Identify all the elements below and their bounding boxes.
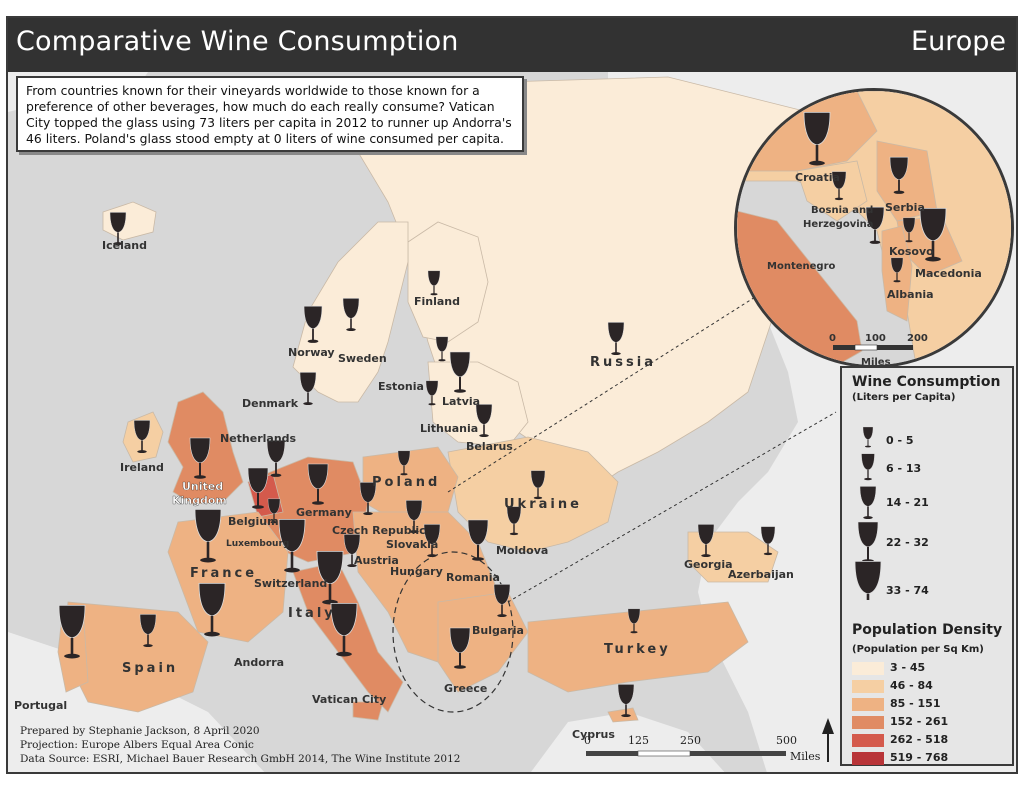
label-lithuania: Lithuania bbox=[420, 422, 478, 435]
label-bosnia-2: Herzegovina bbox=[803, 219, 874, 230]
label-portugal: Portugal bbox=[14, 699, 67, 712]
legend-wine-title: Wine Consumption bbox=[852, 374, 1001, 390]
inset-map: Croatia Bosnia and Herzegovina Serbia Ko… bbox=[737, 91, 1011, 368]
legend-glass-symbols bbox=[854, 426, 882, 600]
scale-unit: Miles bbox=[790, 750, 821, 763]
label-bosnia-1: Bosnia and bbox=[811, 205, 873, 216]
label-montenegro: Montenegro bbox=[767, 261, 835, 272]
label-germany: Germany bbox=[296, 506, 352, 519]
density-swatch bbox=[852, 716, 884, 729]
label-bulgaria: Bulgaria bbox=[472, 624, 524, 637]
legend-density-subtitle: (Population per Sq Km) bbox=[852, 644, 984, 655]
label-slovakia: Slovakia bbox=[386, 538, 438, 551]
scale-tick-0: 0 bbox=[584, 734, 591, 747]
label-norway: Norway bbox=[288, 346, 335, 359]
density-label: 3 - 45 bbox=[890, 661, 926, 674]
label-ireland: Ireland bbox=[120, 461, 164, 474]
map-frame: Comparative Wine Consumption Europe bbox=[6, 16, 1018, 774]
density-label: 46 - 84 bbox=[890, 679, 933, 692]
label-switzerland: Switzerland bbox=[254, 577, 327, 590]
density-swatch bbox=[852, 752, 884, 765]
intro-text: From countries known for their vineyards… bbox=[16, 76, 524, 152]
density-label: 262 - 518 bbox=[890, 733, 949, 746]
legend-wine-class-4: 22 - 32 bbox=[886, 536, 929, 549]
label-spain: Spain bbox=[122, 661, 178, 676]
label-azerbaijan: Azerbaijan bbox=[728, 568, 794, 581]
label-georgia: Georgia bbox=[684, 558, 733, 571]
legend-panel: Wine Consumption (Liters per Capita) 0 -… bbox=[840, 366, 1014, 766]
legend-wine-class-1: 0 - 5 bbox=[886, 434, 914, 447]
label-belgium: Belgium bbox=[228, 515, 279, 528]
label-moldova: Moldova bbox=[496, 544, 548, 557]
credit-projection: Projection: Europe Albers Equal Area Con… bbox=[20, 739, 254, 751]
label-finland: Finland bbox=[414, 295, 460, 308]
label-kingdom: Kingdom bbox=[172, 494, 227, 507]
label-belarus: Belarus bbox=[466, 440, 513, 453]
label-austria: Austria bbox=[354, 554, 399, 567]
legend-wine-class-2: 6 - 13 bbox=[886, 462, 922, 475]
inset-scale-unit: Miles bbox=[861, 357, 891, 368]
label-czech: Czech Republic bbox=[332, 524, 426, 537]
wine-glass-icon bbox=[857, 521, 879, 564]
label-hungary: Hungary bbox=[390, 565, 443, 578]
density-swatch bbox=[852, 734, 884, 747]
balkans-inset: Croatia Bosnia and Herzegovina Serbia Ko… bbox=[734, 88, 1014, 368]
label-andorra: Andorra bbox=[234, 656, 284, 669]
label-denmark: Denmark bbox=[242, 397, 299, 410]
legend-density-title: Population Density bbox=[852, 622, 1003, 638]
wine-glass-icon bbox=[854, 560, 882, 600]
north-arrow-icon bbox=[822, 718, 834, 762]
wine-glass-icon bbox=[861, 453, 875, 481]
wine-glass-icon bbox=[862, 426, 874, 448]
credit-source: Data Source: ESRI, Michael Bauer Researc… bbox=[20, 753, 461, 765]
label-france: France bbox=[190, 566, 257, 581]
label-romania: Romania bbox=[446, 571, 500, 584]
label-vatican: Vatican City bbox=[312, 693, 386, 706]
density-swatch bbox=[852, 698, 884, 711]
legend-wine-subtitle: (Liters per Capita) bbox=[852, 392, 956, 403]
inset-scale-200: 200 bbox=[907, 333, 928, 344]
label-serbia: Serbia bbox=[885, 201, 925, 214]
label-united: United bbox=[182, 480, 223, 493]
density-swatch bbox=[852, 680, 884, 693]
region-label: Europe bbox=[911, 26, 1006, 57]
scale-tick-125: 125 bbox=[628, 734, 649, 747]
legend-wine-class-3: 14 - 21 bbox=[886, 496, 929, 509]
inset-scale-100: 100 bbox=[865, 333, 886, 344]
label-poland: Poland bbox=[372, 475, 440, 490]
label-macedonia: Macedonia bbox=[915, 267, 982, 280]
label-kosovo: Kosovo bbox=[889, 245, 934, 258]
label-luxembourg: Luxembourg bbox=[226, 539, 289, 549]
label-ukraine: Ukraine bbox=[504, 497, 582, 512]
scale-tick-250: 250 bbox=[680, 734, 701, 747]
label-netherlands: Netherlands bbox=[220, 432, 297, 445]
label-greece: Greece bbox=[444, 682, 487, 695]
density-label: 152 - 261 bbox=[890, 715, 949, 728]
label-sweden: Sweden bbox=[338, 352, 387, 365]
header-bar: Comparative Wine Consumption Europe bbox=[8, 18, 1016, 72]
map-credits: Prepared by Stephanie Jackson, 8 April 2… bbox=[20, 724, 460, 766]
wine-glass-icon bbox=[859, 485, 877, 520]
label-cyprus: Cyprus bbox=[572, 728, 615, 741]
scale-bar: 0 125 250 500 Miles bbox=[582, 732, 842, 772]
label-albania: Albania bbox=[887, 288, 934, 301]
map-title: Comparative Wine Consumption bbox=[16, 26, 459, 57]
density-swatch bbox=[852, 662, 884, 675]
label-estonia: Estonia bbox=[378, 380, 424, 393]
credit-author: Prepared by Stephanie Jackson, 8 April 2… bbox=[20, 725, 260, 737]
label-turkey: Turkey bbox=[604, 642, 671, 657]
density-label: 85 - 151 bbox=[890, 697, 941, 710]
label-italy: Italy bbox=[288, 606, 336, 621]
legend-wine-class-5: 33 - 74 bbox=[886, 584, 929, 597]
density-label: 519 - 768 bbox=[890, 751, 949, 764]
scale-tick-500: 500 bbox=[776, 734, 797, 747]
label-croatia: Croatia bbox=[795, 171, 840, 184]
inset-scale-0: 0 bbox=[829, 333, 836, 344]
label-latvia: Latvia bbox=[442, 395, 480, 408]
label-russia: Russia bbox=[590, 355, 656, 370]
label-iceland: Iceland bbox=[102, 239, 147, 252]
